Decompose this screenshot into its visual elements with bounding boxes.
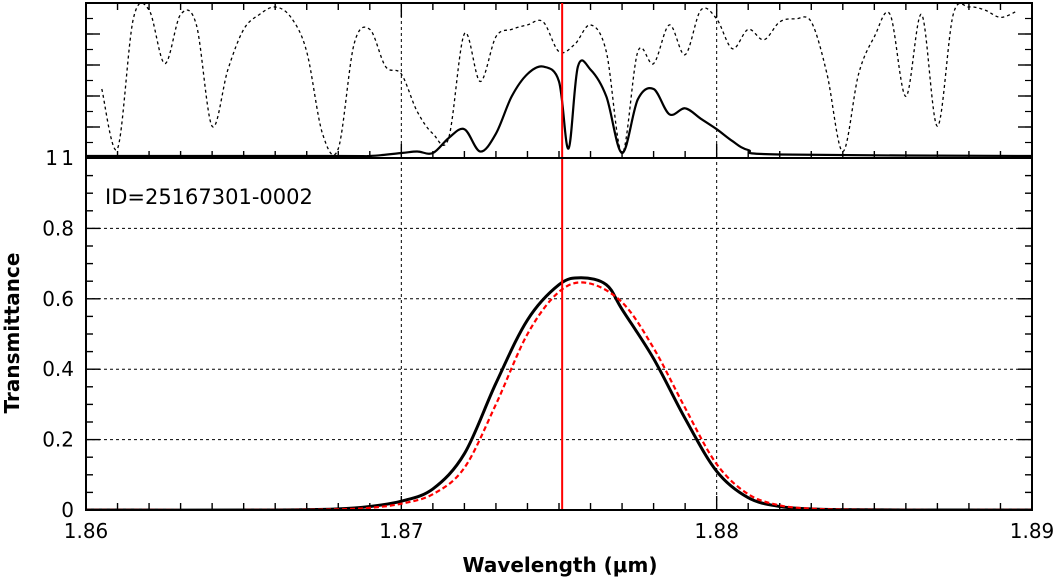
top-y-tick-label: 1	[45, 146, 58, 170]
x-tick-label: 1.88	[694, 519, 739, 543]
y-tick-label: 0.8	[42, 216, 74, 240]
atmosphere-panel: 1	[45, 2, 1033, 170]
measured-curve-black	[86, 276, 1032, 510]
x-tick-label: 1.87	[379, 519, 424, 543]
filter-throughput-line	[86, 59, 1032, 158]
bottom-frame	[85, 157, 1033, 511]
sky-transmission-line	[101, 3, 1017, 156]
x-tick-label: 1.89	[1010, 519, 1055, 543]
y-tick-label: 0	[61, 498, 74, 522]
y-axis-title: Transmittance	[0, 253, 24, 414]
y-tick-label: 1	[61, 146, 74, 170]
y-tick-label: 0.2	[42, 428, 74, 452]
model-curve-red	[86, 281, 1032, 510]
x-axis-title: Wavelength (μm)	[462, 553, 657, 577]
y-tick-label: 0.6	[42, 287, 74, 311]
filter-panel: 1.86 1.87 1.88 1.89 0 0.2 0.4 0.6 0.8 1	[42, 3, 1055, 543]
id-annotation: ID=25167301-0002	[105, 185, 313, 209]
y-tick-label: 0.4	[42, 357, 74, 381]
x-tick-label: 1.86	[64, 519, 109, 543]
